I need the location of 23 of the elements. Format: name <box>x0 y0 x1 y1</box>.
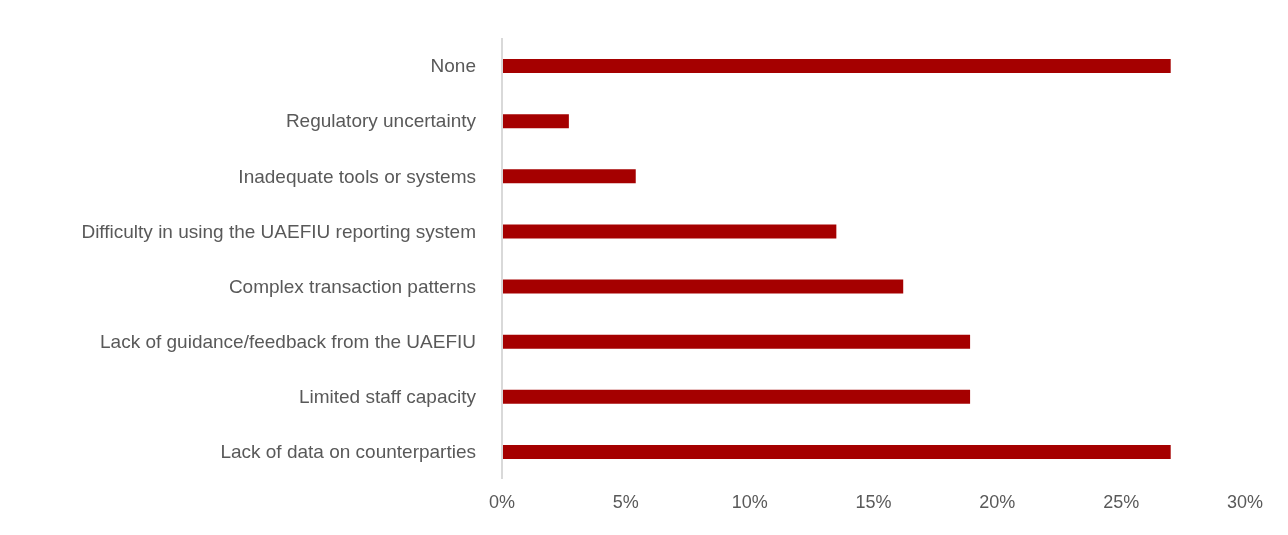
bar <box>502 444 1171 459</box>
x-tick-label: 10% <box>731 491 768 512</box>
bar <box>502 279 904 294</box>
y-tick-label: Complex transaction patterns <box>228 275 476 297</box>
x-tick-label: 20% <box>979 491 1016 512</box>
y-tick-label: None <box>430 55 476 77</box>
y-tick-label: Lack of guidance/feedback from the UAEFIU <box>100 330 476 352</box>
x-tick-label: 0% <box>488 491 516 512</box>
y-tick-label: Regulatory uncertainty <box>285 110 477 132</box>
x-tick-label: 25% <box>1103 491 1140 512</box>
y-tick-label: Lack of data on counterparties <box>220 441 476 463</box>
y-tick-label: Limited staff capacity <box>298 386 477 408</box>
bar <box>502 169 636 184</box>
bar <box>502 334 971 349</box>
bar <box>502 59 1171 73</box>
x-tick-label: 30% <box>1226 491 1264 512</box>
x-tick-label: 5% <box>612 491 639 512</box>
y-tick-label: Difficulty in using the UAEFIU reporting system <box>81 220 476 242</box>
bar <box>502 224 837 239</box>
bar <box>502 114 569 129</box>
x-tick-label: 15% <box>855 491 892 512</box>
bar <box>502 389 971 404</box>
y-tick-label: Inadequate tools or systems <box>238 165 476 187</box>
